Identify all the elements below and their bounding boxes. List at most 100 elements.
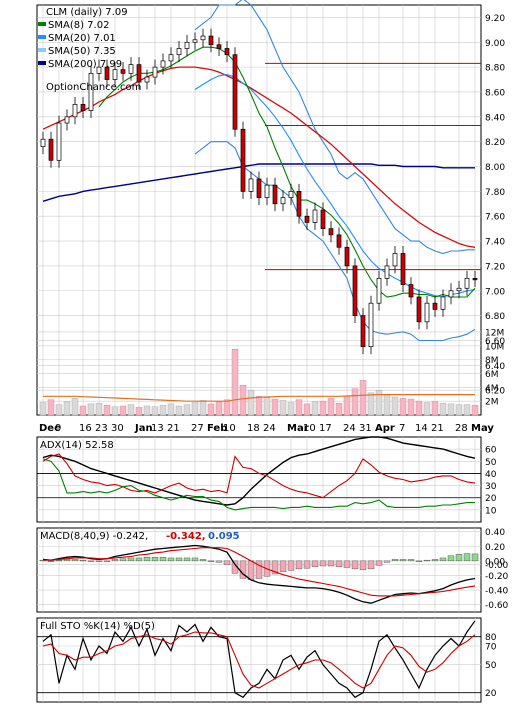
macd-histogram-bar	[175, 557, 183, 562]
candle-body	[160, 60, 166, 68]
legend-label: SMA(8) 7.02	[48, 20, 109, 31]
x-tick-label: 7	[399, 423, 405, 434]
candle-body	[200, 35, 206, 41]
candle-body	[224, 48, 230, 56]
volume-y-tick-label: 2M	[485, 398, 499, 408]
stoch-d-line	[42, 631, 476, 689]
macd-signal-line	[43, 547, 476, 597]
axis-labels: 6.20 6.40 6.60 6.80 7.00 7.20 7.40 7.60 7.80 8.00…	[39, 14, 509, 699]
macd-histogram-bar	[127, 557, 135, 562]
macd-histogram-bar	[135, 557, 143, 562]
candle-body	[432, 302, 438, 310]
macd-histogram-bar	[271, 560, 279, 575]
volume-bar	[47, 399, 55, 416]
sto-y-tick-label: 80	[485, 633, 497, 643]
price-y-tick-label: 9.00	[485, 39, 505, 49]
legend-swatch	[38, 35, 46, 39]
volume-bar	[175, 405, 183, 416]
macd-y-tick-label: 0.20	[485, 543, 505, 553]
grid-lines	[36, 4, 482, 703]
candle-body	[112, 69, 118, 80]
adx-y-tick-label: 40	[485, 470, 497, 480]
candle-body	[136, 64, 142, 83]
volume-bar	[447, 403, 455, 416]
adx-y-tick-label: 10	[485, 506, 497, 516]
sto-panel-frame	[36, 617, 482, 703]
legend-swatch	[38, 48, 46, 52]
sto-y-tick-label: 20	[485, 689, 497, 699]
volume-bar	[239, 384, 247, 416]
macd-histogram-bar	[415, 560, 423, 562]
volume-bar	[327, 398, 335, 416]
volume-bar	[39, 402, 47, 416]
macd-histogram-bar	[95, 560, 103, 562]
volume-bar	[127, 404, 135, 416]
candle-body	[400, 253, 406, 285]
macd-histogram-bar	[215, 560, 223, 563]
x-tick-label: 24	[343, 423, 356, 434]
candle-body	[80, 104, 86, 111]
price-y-tick-label: 6.40	[485, 362, 505, 372]
volume-y-tick-label: 12M	[485, 328, 504, 338]
volume-bar	[111, 406, 119, 416]
volume-bar	[439, 402, 447, 416]
x-tick-label: Apr	[375, 423, 395, 434]
macd-title: MACD(8,40,9) -0.242,	[40, 531, 148, 542]
macd-histogram-bar	[439, 557, 447, 562]
macd-histogram-bar	[143, 557, 151, 562]
sto-y-tick-label: 50	[485, 661, 497, 671]
x-tick-label: Dec	[39, 423, 60, 434]
macd-histogram-bar	[279, 560, 287, 573]
volume-bar	[431, 401, 439, 416]
volume-bar	[383, 395, 391, 416]
candle-body	[320, 209, 326, 229]
volume-bar	[135, 407, 143, 416]
adx-y-tick-label: 50	[485, 458, 497, 468]
candle-body	[56, 122, 62, 161]
candle-body	[312, 209, 318, 223]
volume-y-tick-label: 6M	[485, 370, 499, 380]
volume-bar	[279, 400, 287, 416]
minus-di-line	[42, 458, 475, 511]
price-y-tick-label: 8.20	[485, 138, 505, 148]
macd-histogram-bar	[55, 559, 63, 562]
candle-body	[120, 69, 126, 74]
macd-histogram-bar	[223, 560, 231, 565]
stoch-k-line	[42, 620, 476, 699]
adx-y-tick-label: 30	[485, 482, 497, 492]
candle-body	[464, 277, 470, 289]
candle-body	[176, 48, 182, 56]
candle-body	[240, 128, 246, 192]
volume-bar	[375, 390, 383, 416]
x-tick-label: 27	[191, 423, 204, 434]
price-y-tick-label: 9.20	[485, 14, 505, 24]
candle-body	[152, 66, 158, 78]
price-y-tick-label: 6.20	[485, 387, 505, 397]
x-tick-label: 23	[95, 423, 108, 434]
macd-histogram-bar	[103, 560, 111, 562]
x-tick-label: 10	[303, 423, 316, 434]
candle-body	[448, 290, 454, 298]
candle-body	[296, 191, 302, 217]
volume-bar	[287, 402, 295, 416]
macd-histogram-bar	[191, 557, 199, 562]
macd-histogram-bar	[367, 560, 375, 570]
price-y-tick-label: 6.60	[485, 337, 505, 347]
macd-histogram-bar	[159, 557, 167, 562]
candle-body	[192, 39, 198, 43]
volume-bar	[95, 402, 103, 416]
candle-body	[440, 296, 446, 310]
watermark-text: OptionChance.com	[46, 82, 141, 93]
x-tick-label: 18	[247, 423, 260, 434]
macd-histogram-bar	[431, 559, 439, 562]
price-y-tick-label: 7.00	[485, 287, 505, 297]
volume-bar	[415, 400, 423, 416]
adx-panel-frame	[36, 436, 482, 523]
candle-body	[360, 315, 366, 348]
macd-histogram-bar	[79, 559, 87, 562]
volume-y-tick-label: 8M	[485, 356, 499, 366]
chart-marks	[39, 0, 481, 699]
macd-histogram-bar	[303, 560, 311, 569]
macd-y-tick-label: -0.60	[485, 601, 509, 611]
